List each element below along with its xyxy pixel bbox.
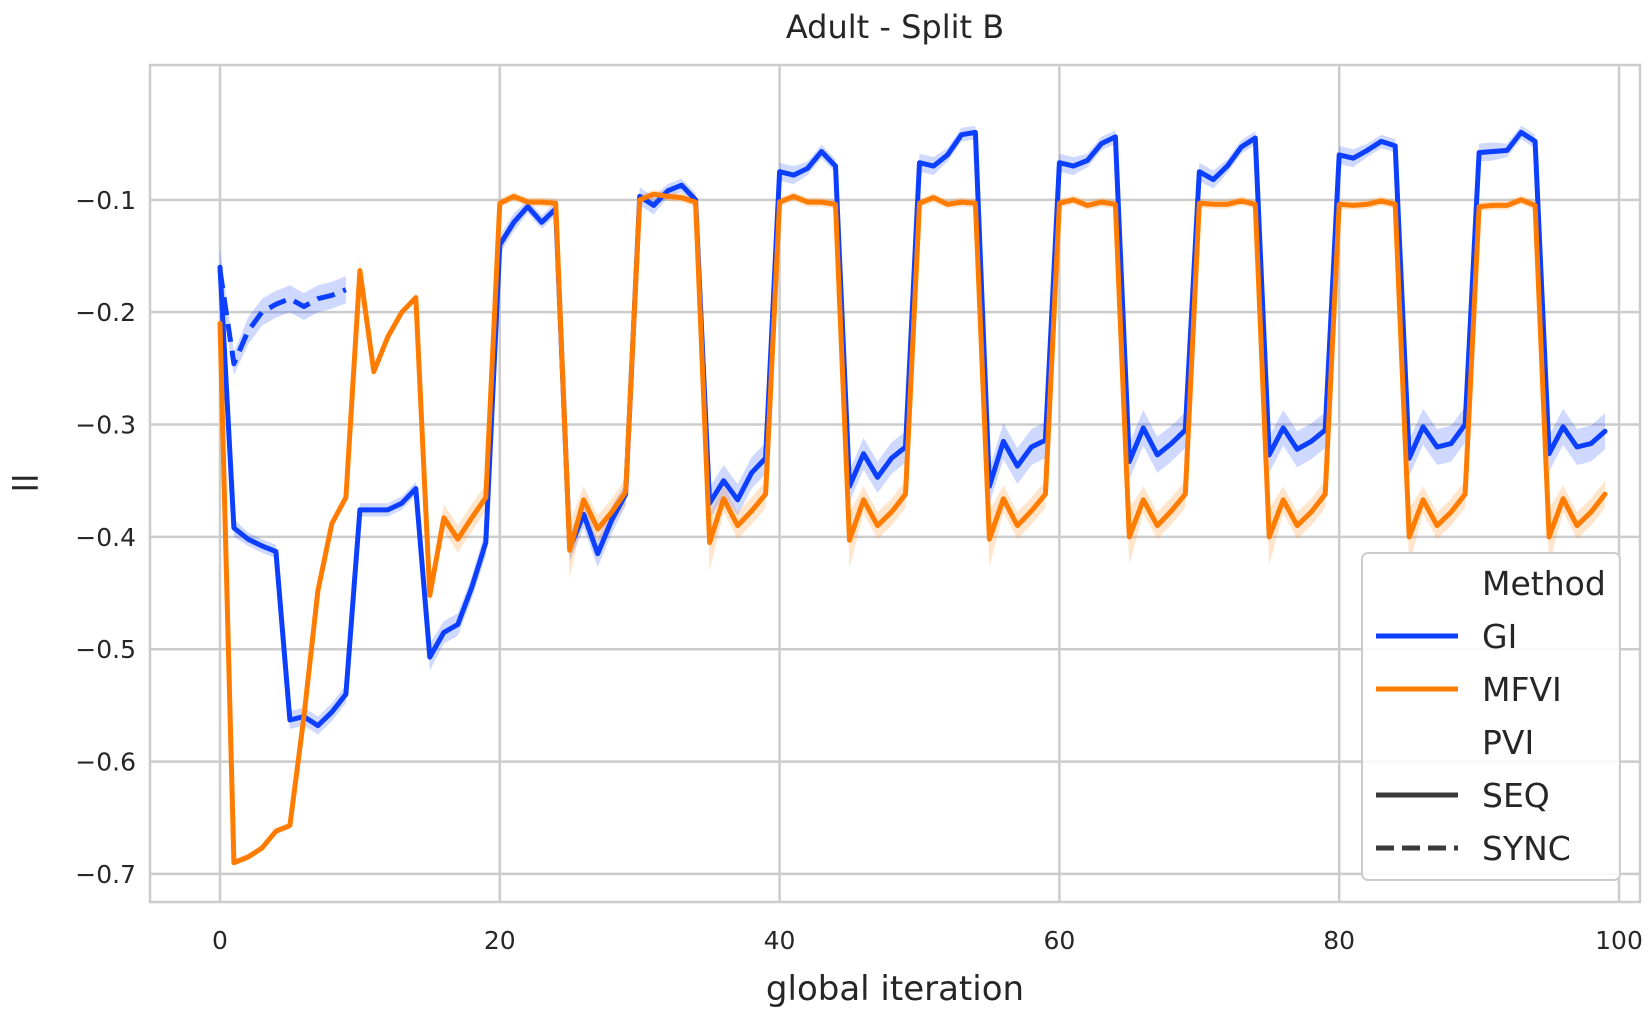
chart-title: Adult - Split B — [786, 8, 1004, 46]
y-tick-label: −0.2 — [75, 298, 136, 327]
x-tick-labels: 0 20 40 60 80 100 — [212, 926, 1643, 955]
y-tick-labels: −0.1 −0.2 −0.3 −0.4 −0.5 −0.6 −0.7 — [75, 186, 136, 889]
legend-hue-title: Method — [1482, 564, 1606, 603]
y-tick-label: −0.7 — [75, 860, 136, 889]
x-tick-label: 100 — [1595, 926, 1643, 955]
line-gi-sync — [217, 270, 347, 367]
y-tick-label: −0.1 — [75, 186, 136, 215]
x-tick-label: 80 — [1323, 926, 1355, 955]
legend-sync-label: SYNC — [1482, 829, 1571, 868]
y-tick-label: −0.4 — [75, 523, 136, 552]
y-axis-label: ll — [7, 474, 47, 493]
legend-mfvi-label: MFVI — [1482, 670, 1562, 709]
line-mfvi-seq — [217, 191, 1608, 866]
x-axis-label: global iteration — [766, 969, 1024, 1009]
legend-seq-label: SEQ — [1482, 776, 1550, 815]
x-tick-label: 20 — [484, 926, 516, 955]
x-tick-label: 40 — [764, 926, 796, 955]
confidence-bands — [220, 125, 1605, 866]
x-tick-label: 60 — [1043, 926, 1075, 955]
x-tick-label: 0 — [212, 926, 228, 955]
y-tick-label: −0.6 — [75, 748, 136, 777]
y-tick-label: −0.3 — [75, 411, 136, 440]
series-lines — [217, 129, 1608, 866]
legend: Method GI MFVI PVI SEQ SYNC — [1361, 552, 1621, 881]
legend-style-title: PVI — [1482, 723, 1534, 762]
legend-gi-label: GI — [1482, 617, 1517, 656]
band-gi-sync — [220, 248, 346, 376]
y-tick-label: −0.5 — [75, 635, 136, 664]
